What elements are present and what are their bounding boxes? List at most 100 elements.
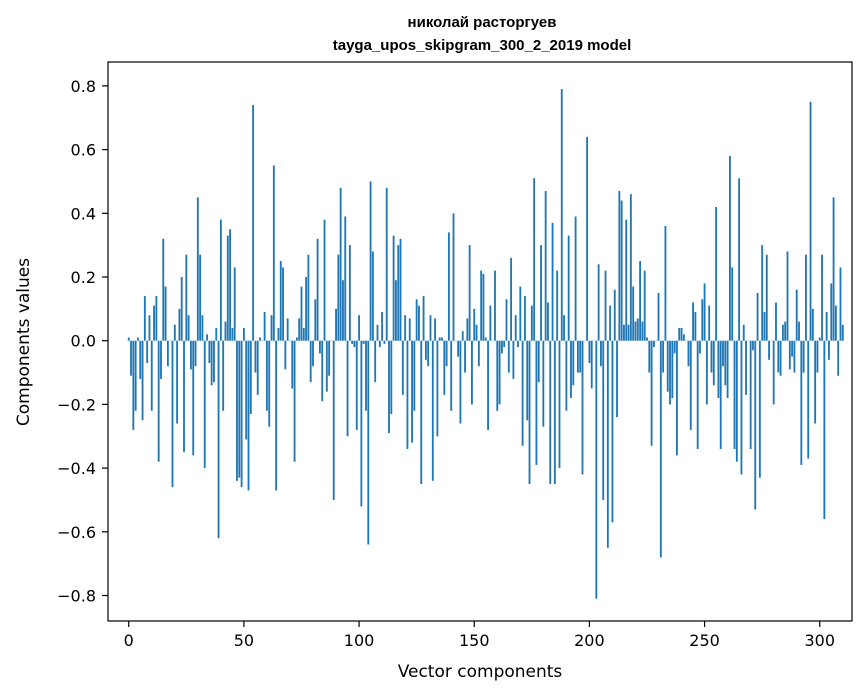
- bar-154: [482, 273, 485, 341]
- bar-117: [397, 245, 400, 341]
- bar-273: [756, 292, 759, 341]
- bar-219: [632, 286, 635, 341]
- bar-283: [779, 340, 782, 376]
- bar-40: [219, 219, 222, 341]
- bar-127: [420, 340, 423, 485]
- bar-42: [224, 321, 227, 341]
- bar-164: [505, 299, 508, 341]
- bar-131: [429, 315, 432, 341]
- x-tick-label: 0: [124, 631, 134, 650]
- bar-71: [291, 340, 294, 389]
- bar-89: [332, 340, 335, 500]
- bar-155: [484, 337, 487, 341]
- bar-8: [146, 340, 149, 363]
- bar-22: [178, 308, 181, 341]
- bar-21: [176, 340, 179, 424]
- bar-12: [155, 296, 158, 341]
- bar-239: [678, 327, 681, 341]
- bar-38: [215, 327, 218, 341]
- bar-237: [673, 340, 676, 354]
- bar-138: [445, 340, 448, 367]
- y-tick-label: −0.8: [57, 587, 96, 606]
- bar-238: [676, 340, 678, 456]
- bar-83: [318, 340, 321, 354]
- bar-217: [627, 324, 630, 341]
- bar-133: [434, 318, 436, 341]
- bar-309: [839, 267, 842, 341]
- bar-86: [325, 340, 328, 392]
- bar-165: [507, 340, 510, 373]
- bar-61: [268, 340, 271, 427]
- bar-214: [620, 200, 623, 341]
- bar-31: [199, 254, 202, 341]
- bar-263: [733, 340, 736, 449]
- bar-259: [724, 340, 727, 386]
- bar-246: [694, 312, 697, 341]
- bar-97: [351, 340, 354, 344]
- bar-275: [761, 245, 764, 341]
- bar-307: [834, 305, 837, 341]
- bar-233: [664, 226, 667, 341]
- bar-176: [533, 178, 536, 341]
- bar-112: [385, 187, 388, 341]
- bar-130: [427, 340, 430, 367]
- bar-227: [650, 340, 653, 446]
- bar-168: [514, 315, 517, 341]
- bar-95: [346, 340, 349, 437]
- bar-305: [830, 283, 833, 341]
- bar-294: [805, 254, 807, 341]
- bar-85: [323, 219, 326, 341]
- bar-249: [701, 299, 704, 341]
- bar-285: [784, 321, 787, 341]
- bar-167: [512, 340, 515, 379]
- bar-187: [558, 340, 561, 469]
- bar-172: [524, 296, 526, 341]
- bar-105: [369, 181, 372, 341]
- bar-210: [611, 340, 614, 523]
- bar-245: [692, 302, 694, 341]
- x-tick-label: 100: [344, 631, 375, 650]
- bar-189: [563, 315, 565, 341]
- bar-162: [500, 340, 503, 354]
- plot-frame: [107, 61, 853, 622]
- y-tick-label: 0.0: [71, 332, 96, 351]
- bar-200: [588, 340, 591, 363]
- bar-143: [457, 340, 460, 357]
- bar-223: [641, 321, 644, 341]
- bar-175: [530, 305, 533, 341]
- bar-152: [477, 340, 480, 367]
- bar-224: [643, 270, 646, 341]
- bar-310: [841, 324, 844, 341]
- bar-3: [134, 340, 137, 411]
- y-tick-label: 0.6: [71, 141, 96, 160]
- x-tick-label: 250: [689, 631, 720, 650]
- bar-1: [130, 340, 132, 376]
- bar-54: [252, 105, 255, 341]
- bar-129: [424, 340, 427, 360]
- bar-300: [818, 337, 821, 341]
- bar-126: [418, 305, 420, 341]
- bar-290: [795, 289, 798, 341]
- bar-47: [236, 340, 238, 481]
- bar-211: [613, 289, 616, 341]
- bar-98: [353, 340, 356, 348]
- bar-60: [266, 340, 268, 411]
- bar-183: [549, 340, 552, 485]
- bar-298: [814, 340, 817, 424]
- bar-212: [616, 340, 618, 418]
- bar-135: [438, 337, 441, 341]
- bar-270: [749, 340, 752, 449]
- bar-295: [807, 340, 810, 459]
- bar-29: [194, 340, 197, 367]
- bar-48: [238, 340, 241, 478]
- bar-218: [629, 194, 632, 341]
- bar-109: [378, 340, 381, 348]
- bar-93: [342, 280, 344, 341]
- bar-274: [758, 340, 761, 478]
- bar-102: [362, 340, 365, 344]
- y-axis-ticks: −0.8 −0.6 −0.4 −0.2 0.0 0.2 0.4 0.6 0.8: [57, 77, 108, 606]
- bar-104: [367, 340, 370, 545]
- bar-287: [788, 340, 791, 370]
- bar-178: [537, 340, 540, 383]
- bar-91: [337, 254, 340, 341]
